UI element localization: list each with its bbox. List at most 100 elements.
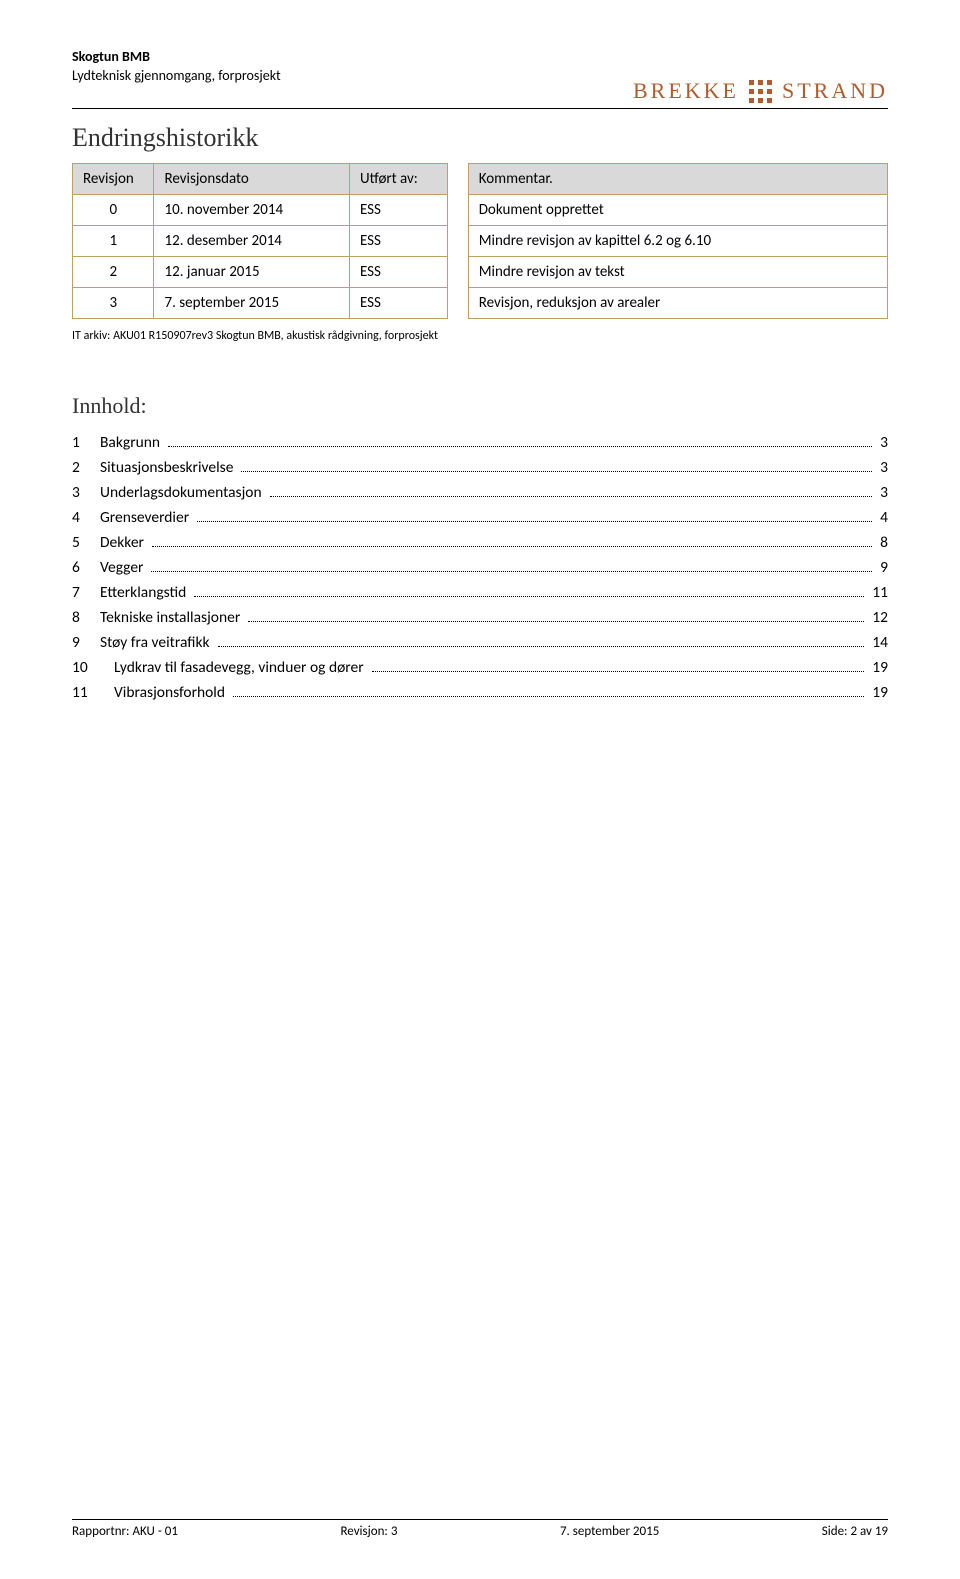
toc-item: 1 Bakgrunn 3 [72,433,888,452]
toc-leader [218,638,865,647]
toc-page: 3 [876,483,888,502]
toc-num: 6 [72,558,100,577]
th-revision: Revisjon [73,164,154,195]
page-footer: Rapportnr: AKU - 01 Revisjon: 3 7. septe… [72,1519,888,1539]
footer-report-no: Rapportnr: AKU - 01 [72,1524,178,1539]
logo-text-left: BREKKE [633,78,739,104]
footer-revision: Revisjon: 3 [340,1524,397,1539]
cell-rev: 3 [73,288,154,319]
toc-num: 7 [72,583,100,602]
header-divider [72,108,888,109]
table-header-row: Revisjon Revisjonsdato Utført av: Kommen… [73,164,888,195]
cell-gap [447,257,468,288]
toc-item: 6 Vegger 9 [72,558,888,577]
cell-gap [447,288,468,319]
header-left: Skogtun BMB Lydteknisk gjennomgang, forp… [72,48,281,84]
th-comment: Kommentar. [468,164,887,195]
toc-leader [248,613,864,622]
toc-leader [168,438,872,447]
cell-rev: 0 [73,195,154,226]
toc-heading: Innhold: [72,393,888,419]
toc-num: 2 [72,458,100,477]
cell-comment: Revisjon, reduksjon av arealer [468,288,887,319]
toc-title: Situasjonsbeskrivelse [100,458,237,477]
toc-title: Underlagsdokumentasjon [100,483,266,502]
toc-page: 8 [876,533,888,552]
toc-num: 1 [72,433,100,452]
toc-title: Tekniske installasjoner [100,608,244,627]
table-row: 2 12. januar 2015 ESS Mindre revisjon av… [73,257,888,288]
toc-num: 10 [72,658,114,677]
cell-by: ESS [349,195,447,226]
toc-num: 5 [72,533,100,552]
table-row: 1 12. desember 2014 ESS Mindre revisjon … [73,226,888,257]
history-heading: Endringshistorikk [72,123,888,153]
toc-page: 11 [868,583,888,602]
logo-dots-icon [749,80,772,103]
toc-num: 8 [72,608,100,627]
cell-by: ESS [349,257,447,288]
toc-item: 4 Grenseverdier 4 [72,508,888,527]
cell-by: ESS [349,288,447,319]
cell-comment: Dokument opprettet [468,195,887,226]
toc-page: 12 [868,608,888,627]
toc-item: 2 Situasjonsbeskrivelse 3 [72,458,888,477]
th-date: Revisjonsdato [154,164,349,195]
footer-date: 7. september 2015 [560,1524,659,1539]
toc-title: Lydkrav til fasadevegg, vinduer og dører [114,658,368,677]
toc-item: 9 Støy fra veitrafikk 14 [72,633,888,652]
cell-rev: 1 [73,226,154,257]
toc-item: 10 Lydkrav til fasadevegg, vinduer og dø… [72,658,888,677]
toc-leader [372,663,865,672]
toc-page: 19 [868,658,888,677]
footer-page: Side: 2 av 19 [822,1524,888,1539]
toc-title: Støy fra veitrafikk [100,633,214,652]
toc-item: 7 Etterklangstid 11 [72,583,888,602]
toc-page: 3 [876,433,888,452]
toc-title: Vegger [100,558,147,577]
toc-page: 14 [868,633,888,652]
toc-item: 5 Dekker 8 [72,533,888,552]
toc-item: 8 Tekniske installasjoner 12 [72,608,888,627]
cell-date: 10. november 2014 [154,195,349,226]
toc-leader [152,538,872,547]
cell-comment: Mindre revisjon av kapittel 6.2 og 6.10 [468,226,887,257]
page-header: Skogtun BMB Lydteknisk gjennomgang, forp… [72,48,888,104]
toc-title: Grenseverdier [100,508,193,527]
toc-page: 3 [876,458,888,477]
logo-text-right: STRAND [782,78,888,104]
table-of-contents: 1 Bakgrunn 3 2 Situasjonsbeskrivelse 3 3… [72,433,888,702]
toc-num: 11 [72,683,114,702]
th-gap [447,164,468,195]
toc-title: Etterklangstid [100,583,190,602]
toc-leader [270,488,873,497]
th-by: Utført av: [349,164,447,195]
doc-subtitle: Lydteknisk gjennomgang, forprosjekt [72,67,281,84]
toc-page: 9 [876,558,888,577]
toc-title: Bakgrunn [100,433,164,452]
cell-date: 7. september 2015 [154,288,349,319]
cell-date: 12. januar 2015 [154,257,349,288]
table-row: 3 7. september 2015 ESS Revisjon, reduks… [73,288,888,319]
toc-leader [197,513,872,522]
cell-by: ESS [349,226,447,257]
toc-leader [233,688,864,697]
toc-leader [194,588,864,597]
cell-gap [447,226,468,257]
toc-item: 11 Vibrasjonsforhold 19 [72,683,888,702]
toc-title: Dekker [100,533,148,552]
toc-leader [151,563,872,572]
revision-table: Revisjon Revisjonsdato Utført av: Kommen… [72,163,888,319]
page: Skogtun BMB Lydteknisk gjennomgang, forp… [0,0,960,1579]
toc-page: 19 [868,683,888,702]
toc-page: 4 [876,508,888,527]
cell-date: 12. desember 2014 [154,226,349,257]
toc-title: Vibrasjonsforhold [114,683,229,702]
table-row: 0 10. november 2014 ESS Dokument opprett… [73,195,888,226]
doc-title: Skogtun BMB [72,48,281,65]
toc-item: 3 Underlagsdokumentasjon 3 [72,483,888,502]
toc-num: 4 [72,508,100,527]
archive-note: IT arkiv: AKU01 R150907rev3 Skogtun BMB,… [72,329,888,343]
cell-rev: 2 [73,257,154,288]
cell-gap [447,195,468,226]
